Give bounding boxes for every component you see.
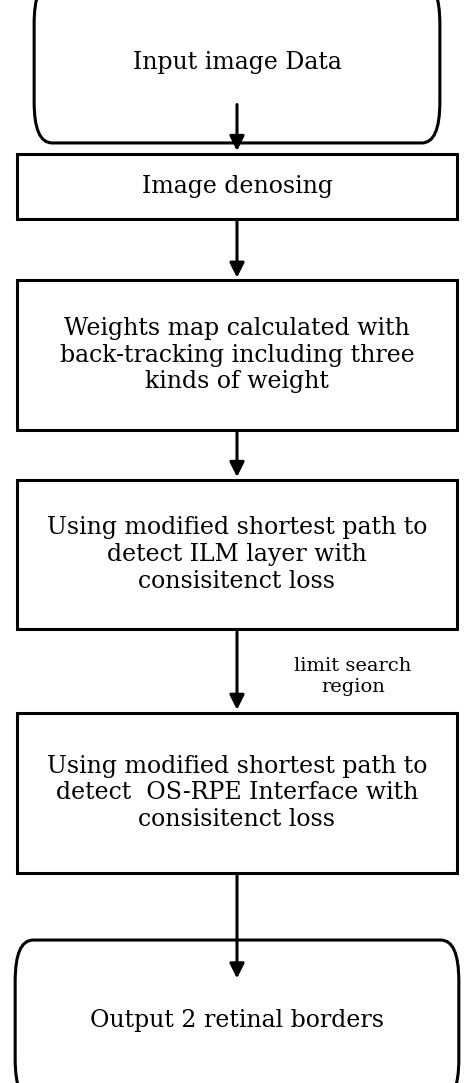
FancyBboxPatch shape [17, 280, 457, 430]
Text: Image denosing: Image denosing [142, 174, 332, 198]
FancyBboxPatch shape [17, 154, 457, 219]
Text: Input image Data: Input image Data [133, 51, 341, 75]
Text: Weights map calculated with
back-tracking including three
kinds of weight: Weights map calculated with back-trackin… [60, 317, 414, 393]
FancyBboxPatch shape [15, 940, 459, 1083]
Text: Using modified shortest path to
detect  OS-RPE Interface with
consisitenct loss: Using modified shortest path to detect O… [47, 755, 427, 831]
Text: Using modified shortest path to
detect ILM layer with
consisitenct loss: Using modified shortest path to detect I… [47, 517, 427, 592]
FancyBboxPatch shape [17, 713, 457, 873]
Text: limit search
region: limit search region [294, 657, 412, 696]
FancyBboxPatch shape [17, 480, 457, 629]
Text: Output 2 retinal borders: Output 2 retinal borders [90, 1008, 384, 1032]
FancyBboxPatch shape [34, 0, 440, 143]
